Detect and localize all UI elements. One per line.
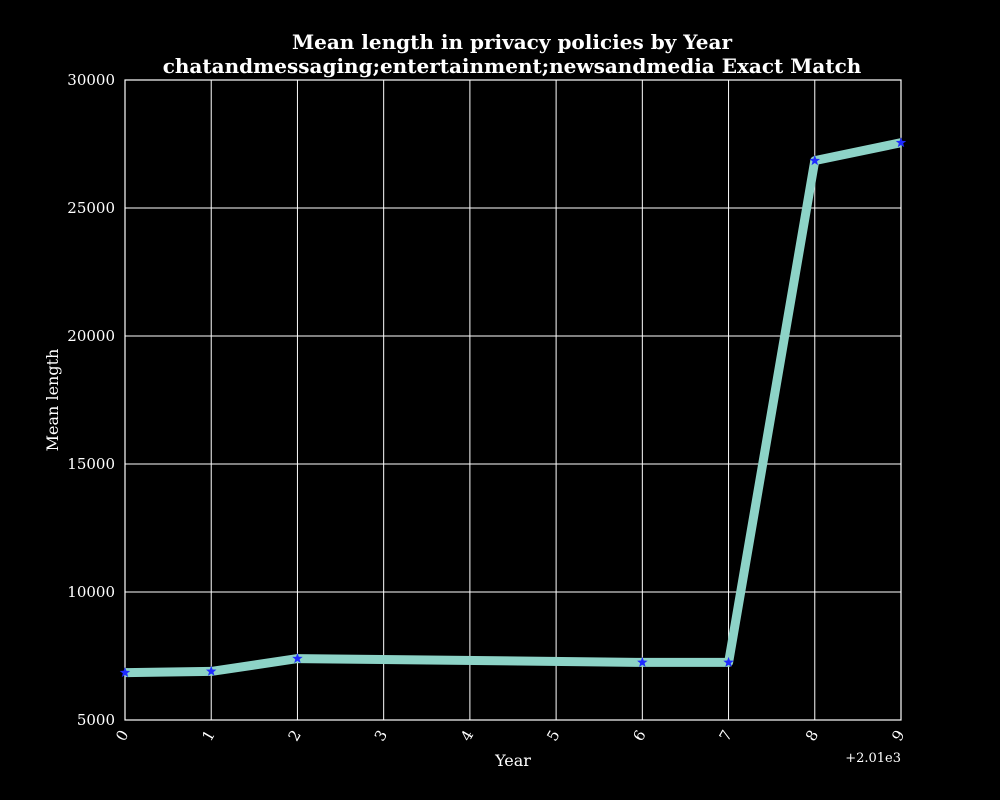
- chart-title: Mean length in privacy policies by Year: [292, 30, 733, 54]
- data-point-marker: [205, 665, 217, 676]
- data-point-marker: [119, 667, 131, 678]
- series-group: [119, 137, 907, 678]
- y-tick-label: 30000: [67, 71, 115, 89]
- y-axis-ticks: 5000 10000 15000 20000 25000 30000: [67, 71, 115, 729]
- y-tick-label: 5000: [77, 711, 115, 729]
- y-tick-label: 15000: [67, 455, 115, 473]
- data-point-marker: [292, 653, 303, 664]
- data-point-marker: [723, 656, 734, 667]
- x-axis-offset-label: +2.01e3: [845, 751, 901, 766]
- y-tick-label: 20000: [67, 327, 115, 345]
- data-point-marker: [895, 137, 907, 148]
- data-point-marker: [637, 656, 648, 667]
- y-axis-label: Mean length: [43, 349, 62, 452]
- data-point-marker: [809, 155, 821, 166]
- x-axis-label: Year: [494, 751, 531, 770]
- y-tick-label: 25000: [67, 199, 115, 217]
- y-tick-label: 10000: [67, 583, 115, 601]
- plot-frame: [124, 79, 902, 721]
- chart-subtitle: chatandmessaging;entertainment;newsandme…: [163, 54, 862, 78]
